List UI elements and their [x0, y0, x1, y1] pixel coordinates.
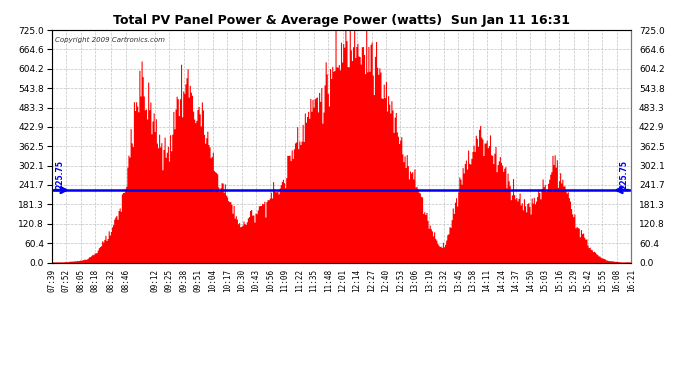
Text: 225.75: 225.75 — [619, 159, 628, 189]
Text: 225.75: 225.75 — [55, 159, 64, 189]
Title: Total PV Panel Power & Average Power (watts)  Sun Jan 11 16:31: Total PV Panel Power & Average Power (wa… — [113, 15, 570, 27]
Text: Copyright 2009 Cartronics.com: Copyright 2009 Cartronics.com — [55, 37, 165, 43]
